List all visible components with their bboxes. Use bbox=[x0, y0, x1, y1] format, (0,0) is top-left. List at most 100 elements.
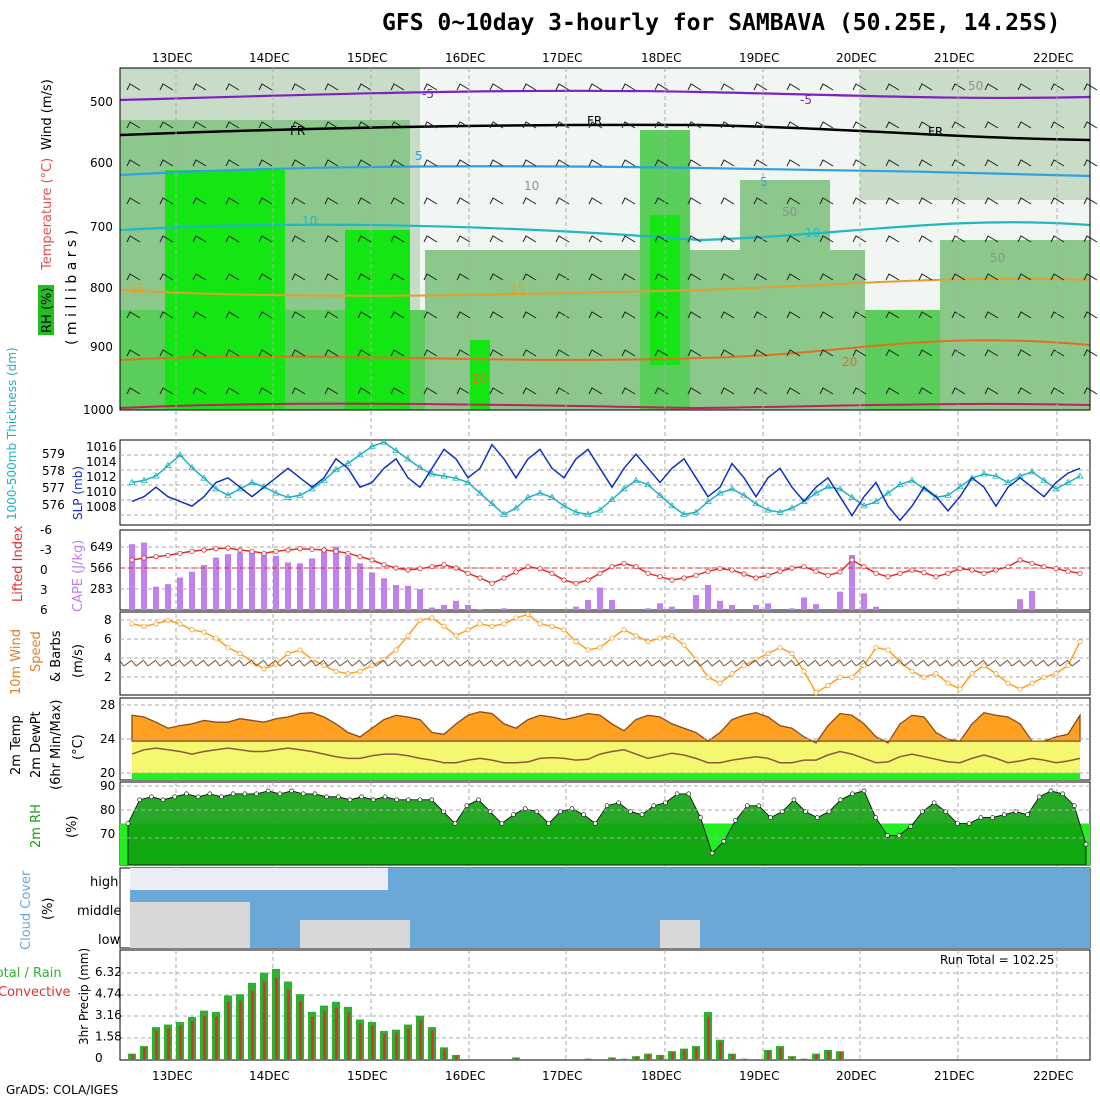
thickness-line-point bbox=[836, 485, 844, 492]
wind-barb bbox=[522, 83, 537, 91]
wind-barb bbox=[258, 197, 273, 205]
wind-barb bbox=[522, 121, 537, 129]
cape-bar bbox=[573, 606, 579, 610]
wind-speed-line-point bbox=[1005, 680, 1011, 686]
wind-barb bbox=[258, 121, 273, 129]
date-label-top: 21DEC bbox=[934, 51, 974, 65]
surface-wind-barb bbox=[623, 659, 637, 667]
surface-wind-barb bbox=[275, 659, 289, 667]
wind-speed-line-point bbox=[525, 611, 531, 617]
thickness-line-point bbox=[488, 499, 496, 507]
surface-wind-barb bbox=[431, 659, 445, 667]
rh2m-point bbox=[931, 800, 937, 806]
page-title: GFS 0~10day 3-hourly for SAMBAVA (50.25E… bbox=[382, 10, 1061, 36]
cape-bar bbox=[705, 585, 711, 610]
lifted-index-line-point bbox=[369, 557, 375, 563]
wind-barb bbox=[126, 235, 141, 243]
surface-wind-barb bbox=[203, 659, 217, 667]
wind-speed-line-point bbox=[801, 668, 807, 674]
wind-barb bbox=[720, 83, 735, 91]
wind-speed-line-point bbox=[1029, 680, 1035, 686]
rh2m-point bbox=[324, 794, 329, 800]
wind-barb bbox=[687, 349, 702, 357]
wind-barb bbox=[918, 387, 933, 395]
wind-barb bbox=[984, 159, 999, 167]
wind-speed-line-point bbox=[153, 621, 159, 627]
wind-barb bbox=[225, 387, 240, 395]
wind-barb bbox=[456, 311, 471, 319]
wind-speed-line-point bbox=[165, 617, 171, 623]
wind-barb bbox=[1017, 121, 1032, 129]
wind-speed-line-point bbox=[1041, 674, 1047, 680]
precip-bar-convective bbox=[779, 1047, 782, 1060]
thickness-line-point bbox=[584, 510, 592, 517]
ylabel-slp: SLP (mb) bbox=[71, 466, 85, 520]
label-fr: FR bbox=[290, 124, 305, 138]
precip-bar-convective bbox=[347, 1012, 350, 1060]
run-total: Run Total = 102.25 bbox=[940, 953, 1055, 967]
label-5-2: 5 bbox=[760, 175, 768, 189]
wind-barb bbox=[159, 387, 174, 395]
thickness-line-point bbox=[128, 478, 136, 485]
wind-barb bbox=[159, 83, 174, 91]
lifted-index-line-point bbox=[225, 545, 231, 551]
wind-barb bbox=[291, 387, 306, 395]
wind-barb bbox=[852, 83, 867, 91]
wind-barb bbox=[1050, 235, 1065, 243]
wind-speed-line-point bbox=[957, 686, 963, 692]
surface-wind-barb bbox=[683, 659, 697, 667]
label-fr-2: FR bbox=[587, 114, 602, 128]
wind-barb bbox=[852, 311, 867, 319]
surface-wind-barb bbox=[479, 659, 493, 667]
label-minus5-2: -5 bbox=[800, 93, 812, 107]
wind-barb bbox=[324, 387, 339, 395]
rh2m-point bbox=[195, 794, 201, 800]
wind-barb bbox=[522, 197, 537, 205]
wind-barb bbox=[489, 273, 504, 281]
thickness-line-point bbox=[248, 478, 256, 485]
wind-speed-line-point bbox=[573, 639, 579, 645]
thickness-line-point bbox=[884, 489, 892, 496]
wind-barb bbox=[885, 349, 900, 357]
precip-bar-convective bbox=[443, 1048, 446, 1060]
rh2m-point bbox=[230, 791, 236, 797]
wind-speed-line-point bbox=[669, 633, 675, 639]
surface-wind-barb bbox=[959, 659, 973, 667]
surface-wind-barb bbox=[743, 659, 757, 667]
wind-speed-line-point bbox=[657, 635, 663, 641]
wind-speed-line-point bbox=[909, 668, 915, 674]
wind-barb bbox=[357, 387, 372, 395]
rh2m-point bbox=[943, 809, 949, 814]
precip-bar-convective bbox=[227, 1001, 230, 1060]
label-5: 5 bbox=[415, 149, 423, 163]
lifted-index-line-point bbox=[177, 550, 183, 556]
axis-titles: RH (%) Temperature (°C) Wind (m/s) ( m i… bbox=[0, 79, 91, 1045]
rh2m-point bbox=[616, 800, 621, 806]
date-label-top: 15DEC bbox=[347, 51, 387, 65]
wind-speed-line-point bbox=[489, 623, 495, 629]
rh2m-point bbox=[651, 803, 657, 809]
precip-bar-convective bbox=[719, 1041, 722, 1060]
wind-speed-line-point bbox=[861, 662, 867, 668]
wind-barb bbox=[885, 159, 900, 167]
thickness-line-point bbox=[740, 491, 748, 498]
thickness-line-point bbox=[536, 489, 544, 496]
wind-speed-line-point bbox=[369, 662, 375, 668]
wind-barb bbox=[720, 159, 735, 167]
cape-bar bbox=[141, 542, 147, 610]
surface-wind-barb bbox=[215, 659, 229, 667]
surface-wind-barb bbox=[887, 659, 901, 667]
lifted-index-line-point bbox=[321, 547, 327, 553]
rh-tick: 90 bbox=[100, 779, 115, 793]
wind-barb bbox=[357, 273, 372, 281]
cape-bar bbox=[429, 607, 435, 610]
wind-barb bbox=[885, 121, 900, 129]
wind-barb bbox=[1050, 349, 1065, 357]
ylabel-precip: 3hr Precip (mm) bbox=[77, 948, 91, 1045]
wind-speed-line-point bbox=[921, 674, 927, 680]
precip-bar-convective bbox=[431, 1030, 434, 1060]
cape-bar bbox=[177, 577, 183, 610]
surface-wind-barb bbox=[779, 659, 793, 667]
thickness-line-point bbox=[344, 459, 352, 466]
panel-frame-2 bbox=[119, 529, 1091, 611]
